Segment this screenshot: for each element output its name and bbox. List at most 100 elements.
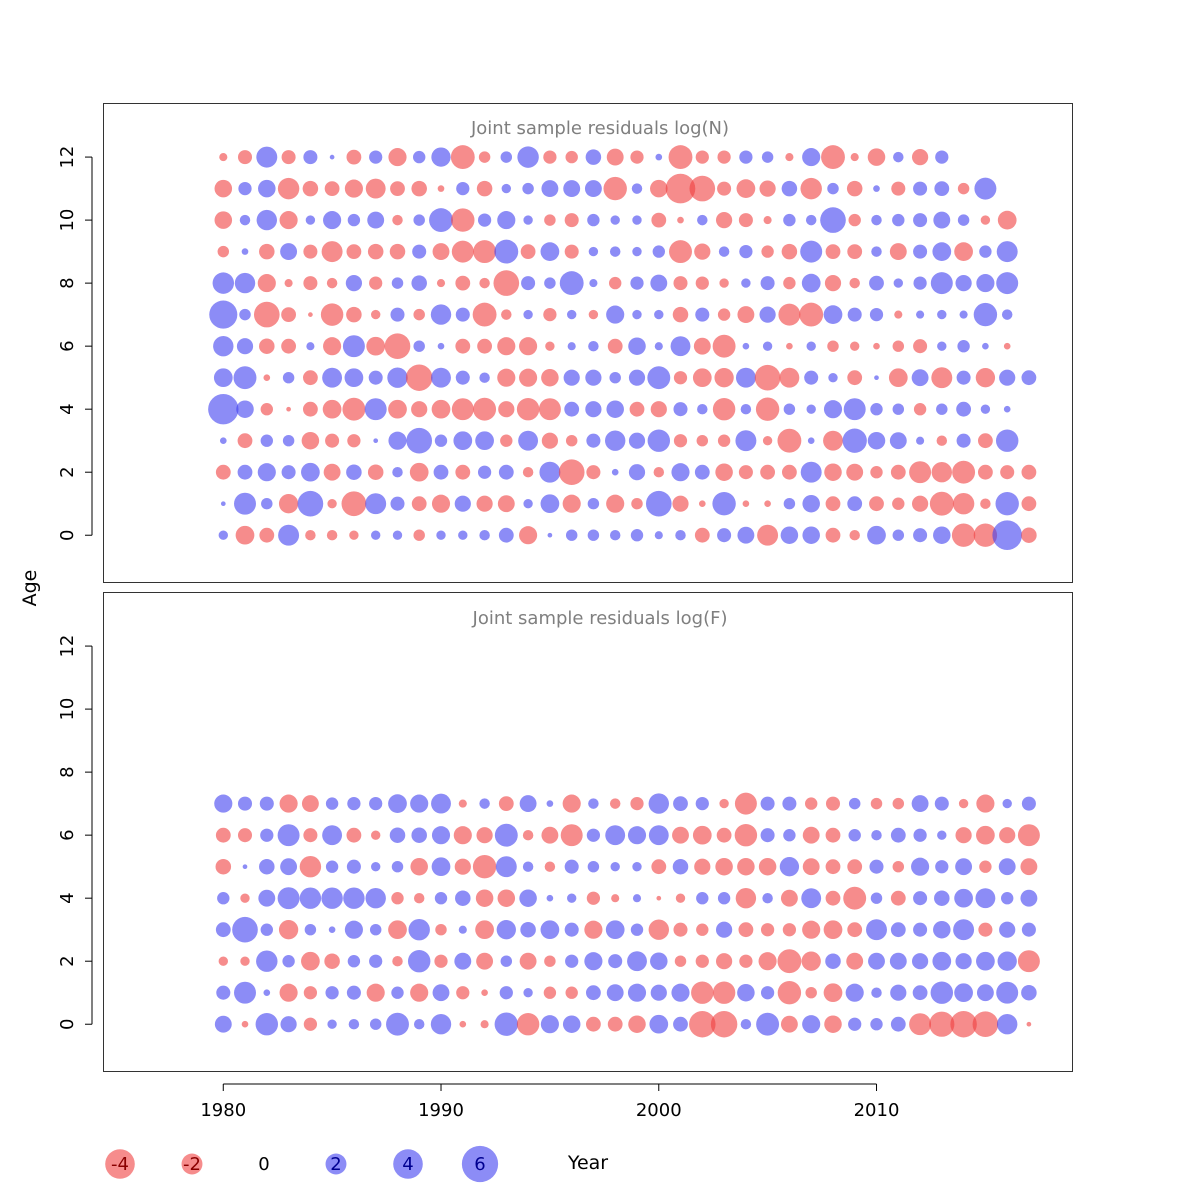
residual-bubble [455, 307, 470, 322]
residual-bubble [712, 492, 736, 516]
residual-bubble [629, 401, 645, 417]
residual-bubble [782, 796, 797, 811]
panel-f-title: Joint sample residuals log(F) [472, 608, 728, 629]
residual-bubble [473, 397, 497, 421]
residual-bubble [846, 952, 864, 970]
residual-bubble [936, 403, 948, 415]
residual-bubble [455, 370, 470, 385]
panel-n-bubbles [208, 145, 1037, 550]
residual-bubble [391, 986, 404, 999]
residual-bubble [540, 1015, 559, 1034]
residual-bubble [388, 431, 407, 450]
residual-bubble [630, 276, 644, 290]
residual-bubble [890, 464, 906, 480]
residual-bubble [824, 1015, 842, 1033]
residual-bubble [606, 148, 624, 166]
residual-bubble [710, 1010, 738, 1038]
residual-bubble [957, 182, 970, 195]
residual-bubble [500, 151, 513, 163]
residual-bubble [627, 951, 647, 972]
residual-bubble [455, 890, 471, 906]
residual-bubble [218, 530, 228, 540]
residual-bubble [584, 180, 602, 198]
residual-bubble [891, 181, 906, 196]
residual-bubble [325, 860, 339, 873]
residual-bubble [434, 954, 448, 968]
residual-bubble [341, 491, 367, 517]
residual-bubble [934, 796, 949, 811]
residual-bubble [1021, 922, 1036, 937]
residual-bubble [783, 213, 796, 227]
residual-bubble [472, 302, 497, 327]
panel-f-bubbles [214, 792, 1040, 1038]
residual-bubble [890, 890, 906, 906]
residual-bubble [368, 370, 383, 385]
residual-bubble [347, 955, 361, 968]
residual-bubble [431, 399, 451, 419]
residual-bubble [321, 887, 343, 909]
residual-bubble [975, 888, 996, 909]
residual-bubble [256, 146, 278, 168]
residual-bubble [455, 338, 471, 354]
residual-bubble [656, 895, 662, 901]
residual-bubble [609, 798, 621, 809]
residual-bubble [434, 892, 448, 905]
residual-bubble [976, 951, 995, 971]
residual-bubble [999, 369, 1016, 386]
y-tick-label: 12 [57, 635, 78, 658]
residual-bubble [934, 181, 950, 197]
residual-bubble [282, 955, 295, 968]
residual-bubble [611, 894, 620, 903]
residual-bubble [777, 949, 802, 974]
residual-bubble [848, 213, 861, 227]
residual-bubble [911, 369, 929, 387]
residual-bubble [693, 337, 711, 355]
residual-bubble [346, 827, 362, 843]
y-tick-label: 8 [57, 277, 78, 288]
legend-bubble [181, 1153, 203, 1175]
residual-bubble [937, 341, 947, 351]
residual-bubble [234, 981, 256, 1004]
residual-bubble [257, 463, 276, 482]
residual-bubble [523, 215, 533, 225]
residual-bubble [951, 523, 976, 547]
residual-bubble [431, 367, 451, 388]
residual-bubble [390, 307, 405, 322]
residual-bubble [933, 526, 951, 544]
residual-bubble [911, 495, 929, 512]
residual-bubble [742, 342, 750, 350]
residual-bubble [782, 923, 797, 937]
residual-bubble [369, 276, 383, 290]
residual-bubble [871, 246, 882, 257]
residual-bubble [694, 858, 711, 875]
residual-bubble [213, 336, 234, 357]
residual-bubble [627, 983, 647, 1002]
residual-bubble [500, 955, 513, 967]
residual-bubble [825, 890, 841, 906]
residual-bubble [494, 1012, 518, 1036]
residual-bubble [299, 887, 322, 909]
residual-bubble [672, 858, 689, 875]
residual-bubble [451, 240, 474, 263]
residual-bubble [347, 434, 361, 448]
residual-bubble [930, 272, 953, 295]
residual-bubble [546, 894, 554, 902]
residual-bubble [631, 183, 643, 194]
residual-bubble [716, 827, 732, 843]
y-axis-title: Age [19, 570, 41, 607]
residual-bubble [892, 497, 905, 510]
residual-bubble [868, 952, 885, 970]
residual-bubble [523, 309, 533, 320]
panel-f-y-axis: 0 2 4 6 8 10 12 [57, 635, 93, 1030]
residual-bubble [458, 530, 468, 540]
residual-bubble [234, 272, 256, 294]
residual-bubble [715, 953, 733, 970]
residual-bubble [567, 342, 576, 351]
residual-bubble [717, 434, 731, 447]
residual-bubble [959, 310, 968, 319]
residual-bubble [871, 214, 882, 226]
residual-bubble [799, 302, 824, 327]
residual-bubble [762, 341, 773, 351]
residual-bubble [911, 148, 929, 166]
residual-bubble [609, 529, 621, 541]
